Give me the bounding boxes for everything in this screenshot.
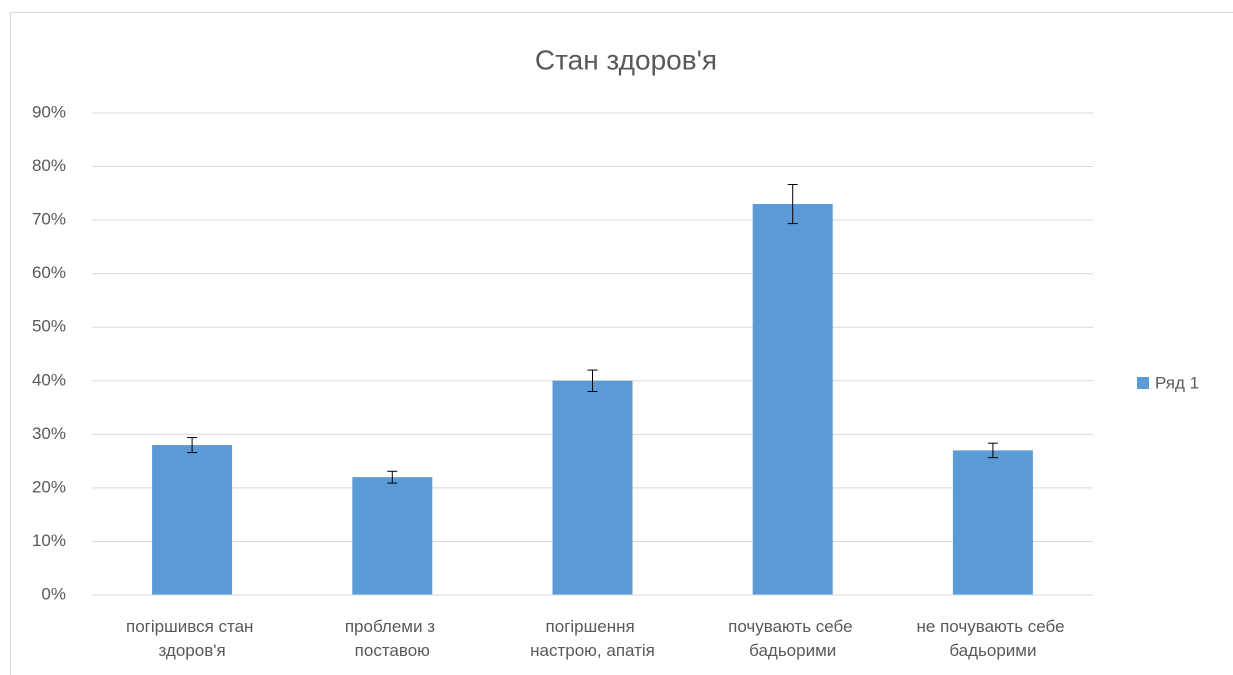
legend-label: Ряд 1 <box>1155 373 1199 392</box>
y-tick-label: 10% <box>32 531 66 550</box>
x-tick-label: погіршився стан здоров'я <box>126 617 258 660</box>
bar <box>152 445 233 595</box>
x-tick-label: не почувають себе бадьорими <box>917 617 1070 660</box>
y-tick-label: 30% <box>32 424 66 443</box>
y-tick-label: 50% <box>32 317 66 336</box>
bar <box>752 204 833 596</box>
x-tick-label: почувають себе бадьорими <box>728 617 857 660</box>
y-tick-label: 20% <box>32 477 66 496</box>
x-tick-label: проблеми з поставою <box>345 617 440 660</box>
chart-border <box>10 12 1233 675</box>
y-tick-label: 60% <box>32 263 66 282</box>
bar <box>352 477 433 595</box>
y-tick-label: 80% <box>32 156 66 175</box>
y-tick-label: 0% <box>41 584 66 603</box>
chart-title: Стан здоров'я <box>535 44 717 75</box>
bar <box>952 450 1033 595</box>
legend-swatch <box>1137 377 1149 389</box>
y-tick-label: 40% <box>32 370 66 389</box>
y-tick-label: 70% <box>32 210 66 229</box>
x-tick-label: погіршення настрою, апатія <box>530 617 655 660</box>
y-tick-label: 90% <box>32 102 66 121</box>
bar <box>552 380 633 595</box>
